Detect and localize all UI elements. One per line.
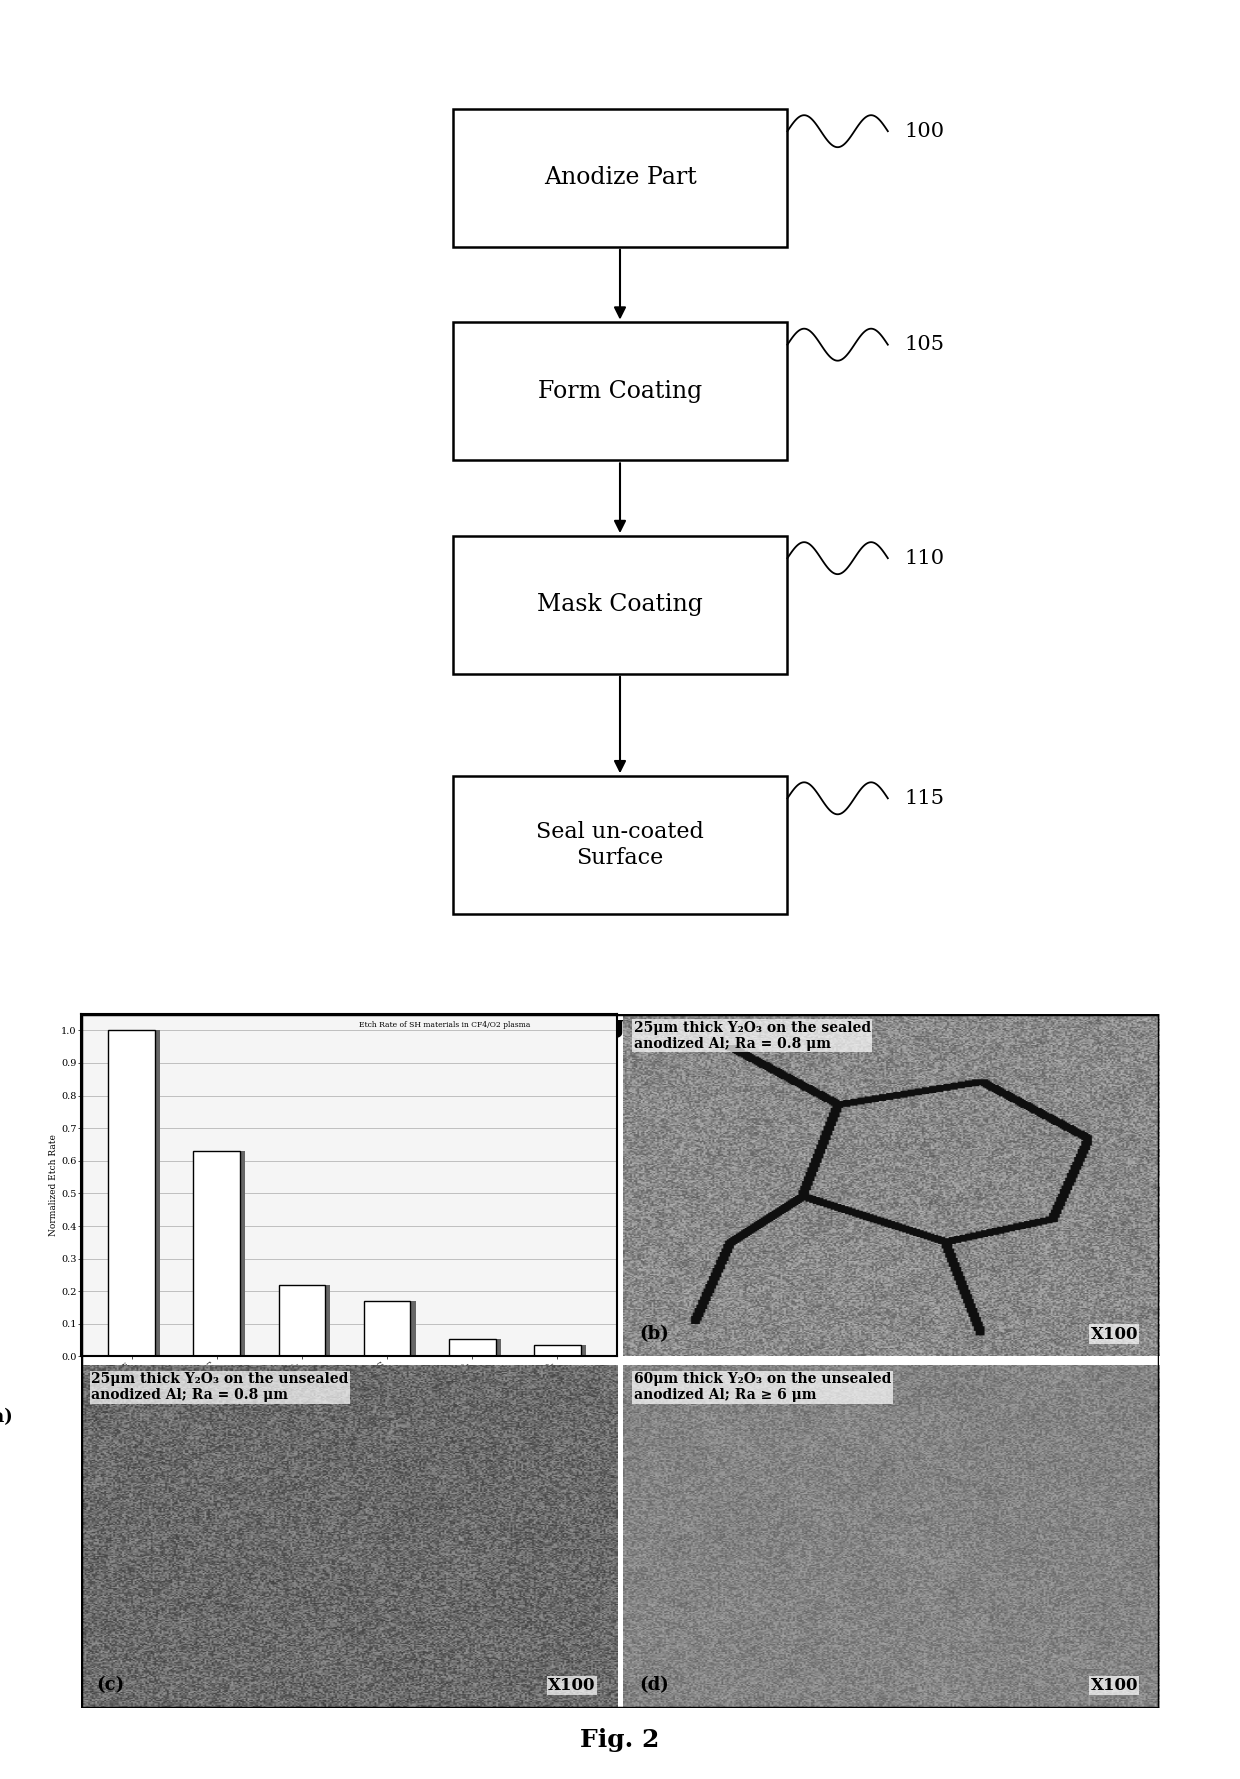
Text: 110: 110: [905, 548, 945, 568]
Bar: [449, 1338, 496, 1356]
Bar: [113, 1030, 160, 1356]
Bar: [534, 1345, 580, 1356]
Text: 105: 105: [905, 334, 945, 354]
Text: (d): (d): [639, 1676, 668, 1694]
Text: Mask Coating: Mask Coating: [537, 594, 703, 616]
Text: (a): (a): [0, 1407, 12, 1425]
Bar: [368, 1300, 415, 1356]
Text: X100: X100: [1090, 1678, 1138, 1694]
Bar: [279, 1284, 325, 1356]
Y-axis label: Normalized Etch Rate: Normalized Etch Rate: [50, 1135, 58, 1236]
Text: (c): (c): [97, 1676, 125, 1694]
Text: (b): (b): [639, 1325, 668, 1343]
Bar: [363, 1300, 410, 1356]
Text: Anodize Part: Anodize Part: [543, 167, 697, 189]
FancyBboxPatch shape: [453, 535, 787, 674]
Text: Fig. 1: Fig. 1: [580, 1014, 660, 1037]
Text: X100: X100: [1090, 1325, 1138, 1343]
Text: X100: X100: [548, 1678, 595, 1694]
Text: 60μm thick Y₂O₃ on the unsealed
anodized Al; Ra ≥ 6 μm: 60μm thick Y₂O₃ on the unsealed anodized…: [634, 1372, 892, 1402]
Bar: [454, 1338, 501, 1356]
Bar: [108, 1030, 155, 1356]
Text: 115: 115: [905, 788, 945, 808]
Text: Seal un-coated
Surface: Seal un-coated Surface: [536, 822, 704, 868]
Text: Fig. 2: Fig. 2: [580, 1729, 660, 1752]
Text: 25μm thick Y₂O₃ on the sealed
anodized Al; Ra = 0.8 μm: 25μm thick Y₂O₃ on the sealed anodized A…: [634, 1021, 870, 1051]
Bar: [198, 1151, 246, 1356]
FancyBboxPatch shape: [453, 109, 787, 247]
Bar: [539, 1345, 585, 1356]
FancyBboxPatch shape: [453, 776, 787, 914]
Text: Etch Rate of SH materials in CF4/O2 plasma: Etch Rate of SH materials in CF4/O2 plas…: [360, 1021, 531, 1028]
FancyBboxPatch shape: [453, 322, 787, 461]
Text: 25μm thick Y₂O₃ on the unsealed
anodized Al; Ra = 0.8 μm: 25μm thick Y₂O₃ on the unsealed anodized…: [92, 1372, 348, 1402]
Bar: [284, 1284, 330, 1356]
Text: Form Coating: Form Coating: [538, 381, 702, 402]
Text: 100: 100: [905, 121, 945, 141]
Bar: [193, 1151, 241, 1356]
